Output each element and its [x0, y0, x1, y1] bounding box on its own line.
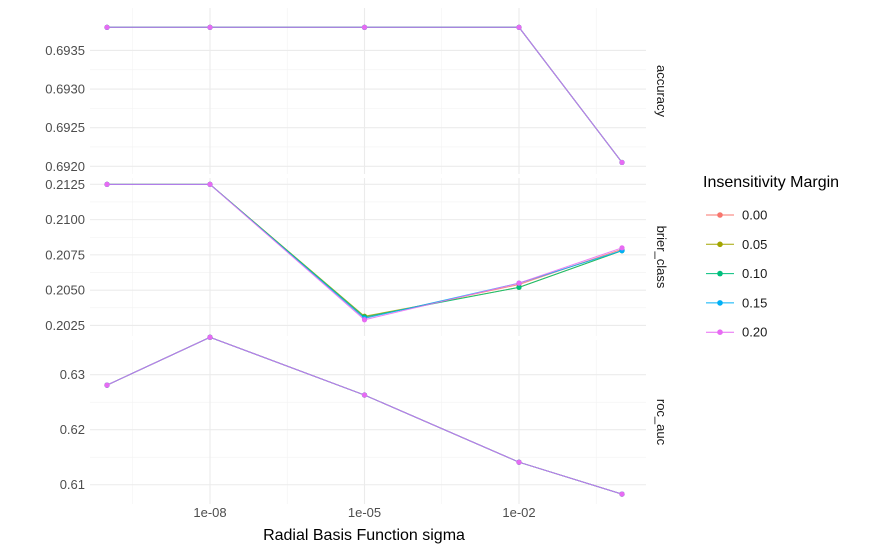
x-tick-label: 1e-05: [348, 505, 381, 520]
y-tick-labels: 0.6920 0.6925 0.6930 0.6935 0.2025 0.2050 0.20…: [45, 43, 85, 492]
x-tick-label: 1e-08: [193, 505, 226, 520]
series-layer: [104, 24, 625, 497]
data-point: [207, 181, 213, 187]
legend-title: Insensitivity Margin: [703, 174, 839, 191]
data-point: [619, 491, 625, 497]
facet-strip-label: brier_class: [654, 226, 669, 289]
data-point: [104, 24, 110, 30]
legend-label: 0.00: [742, 208, 767, 223]
data-point: [207, 24, 213, 30]
y-tick-label: 0.61: [60, 477, 85, 492]
data-point: [361, 317, 368, 323]
data-point: [361, 392, 368, 398]
y-tick-label: 0.62: [60, 422, 85, 437]
y-tick-label: 0.6930: [45, 82, 85, 97]
data-point: [361, 24, 368, 30]
legend: Insensitivity Margin 0.00 0.05 0.10 0.15 0.2…: [703, 174, 839, 340]
y-tick-label: 0.6935: [45, 43, 85, 58]
data-point: [516, 284, 522, 290]
y-tick-label: 0.2125: [45, 177, 85, 192]
legend-key-point: [717, 270, 723, 277]
y-tick-label: 0.2075: [45, 247, 85, 262]
legend-label: 0.15: [742, 295, 767, 310]
data-point: [516, 459, 522, 465]
facet-strips: accuracy brier_class roc_auc: [654, 65, 669, 446]
legend-label: 0.05: [742, 237, 767, 252]
data-point: [104, 181, 110, 187]
y-tick-label: 0.6925: [45, 120, 85, 135]
legend-entries: 0.00 0.05 0.10 0.15 0.20: [706, 208, 767, 340]
legend-key-point: [717, 300, 723, 306]
data-point: [619, 245, 625, 251]
x-tick-label: 1e-02: [502, 505, 535, 520]
legend-label: 0.20: [742, 325, 767, 340]
y-tick-label: 0.63: [60, 367, 85, 382]
x-axis-title: Radial Basis Function sigma: [263, 527, 465, 544]
x-tick-labels: 1e-08 1e-05 1e-02: [193, 505, 535, 520]
facet-strip-label: roc_auc: [654, 399, 669, 446]
legend-key-point: [717, 329, 723, 336]
y-tick-label: 0.2025: [45, 318, 85, 333]
data-point: [516, 280, 522, 286]
grid-layer: [90, 8, 646, 504]
y-tick-label: 0.6920: [45, 159, 85, 174]
data-point: [516, 24, 522, 30]
legend-label: 0.10: [742, 266, 767, 281]
facet-strip-label: accuracy: [654, 65, 669, 118]
legend-key-point: [717, 212, 723, 218]
data-point: [207, 334, 213, 340]
data-point: [619, 159, 625, 166]
y-tick-label: 0.2050: [45, 283, 85, 298]
data-point: [104, 382, 110, 388]
legend-key-point: [717, 241, 723, 248]
y-tick-label: 0.2100: [45, 212, 85, 227]
